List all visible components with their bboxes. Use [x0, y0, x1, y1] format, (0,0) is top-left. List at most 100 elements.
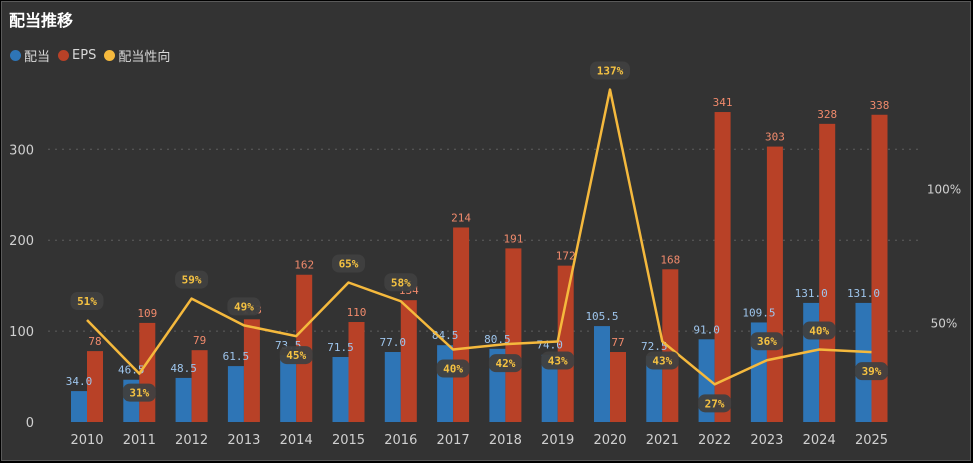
x-tick-label: 2023 — [750, 433, 783, 448]
bar-eps — [610, 352, 626, 422]
data-label-payout: 31% — [129, 387, 149, 400]
bar-eps — [871, 114, 888, 423]
bar-eps — [557, 265, 574, 422]
x-tick-label: 2025 — [855, 433, 888, 448]
bar-label-eps: 191 — [503, 232, 523, 245]
bar-dividend — [175, 377, 192, 422]
legend: 配当 EPS 配当性向 — [10, 46, 178, 65]
data-label-bg-payout — [750, 332, 784, 351]
bar-label-eps: 110 — [347, 306, 367, 319]
y2-tick-label: 100% — [927, 183, 961, 197]
bar-label-eps: 77 — [611, 336, 624, 349]
y2-tick-label: 50% — [931, 317, 958, 331]
data-label-bg-payout — [802, 321, 836, 340]
legend-item-eps[interactable]: EPS — [58, 48, 96, 63]
data-label-bg-payout — [645, 351, 679, 370]
x-tick-label: 2021 — [646, 433, 679, 448]
x-tick-label: 2018 — [489, 433, 522, 448]
series-line-payout — [86, 88, 872, 386]
bar-eps — [400, 300, 417, 422]
bar-label-dividend: 131.0 — [795, 287, 828, 300]
x-tick-label: 2020 — [593, 433, 626, 448]
y-tick-label: 100 — [9, 325, 34, 340]
data-label-payout: 43% — [652, 354, 672, 367]
x-tick-label: 2024 — [803, 433, 836, 448]
data-label-payout: 40% — [443, 363, 463, 376]
bar-label-eps: 338 — [870, 99, 890, 112]
x-tick-label: 2019 — [541, 433, 574, 448]
y-tick-label: 0 — [26, 416, 34, 431]
data-label-payout: 58% — [391, 276, 411, 289]
x-tick-label: 2011 — [123, 433, 156, 448]
data-label-payout: 45% — [286, 349, 306, 362]
bar-label-eps: 328 — [817, 108, 837, 121]
bar-label-dividend: 80.5 — [484, 333, 511, 346]
bar-dividend — [437, 345, 454, 422]
data-label-payout: 40% — [809, 325, 829, 338]
data-label-bg-payout — [122, 383, 156, 402]
legend-label-eps: EPS — [72, 48, 97, 63]
bar-dividend — [541, 354, 558, 422]
bar-dividend — [227, 366, 244, 422]
data-label-payout: 43% — [548, 354, 568, 367]
bar-label-dividend: 72.5 — [641, 340, 668, 353]
x-tick-label: 2015 — [332, 433, 365, 448]
chart-title: 配当推移 — [9, 11, 74, 30]
legend-label-payout: 配当性向 — [118, 50, 171, 65]
legend-label-dividend: 配当 — [24, 50, 51, 65]
data-label-payout: 27% — [705, 397, 725, 410]
bar-dividend — [803, 302, 820, 422]
data-label-payout: 65% — [339, 258, 359, 271]
bar-eps — [505, 248, 522, 422]
data-label-payout: 59% — [182, 274, 202, 287]
bar-dividend — [280, 355, 297, 422]
bar-eps — [348, 322, 365, 422]
bar-label-dividend: 61.5 — [223, 350, 250, 363]
bar-label-eps: 78 — [88, 335, 101, 348]
x-tick-label: 2012 — [175, 433, 208, 448]
data-label-payout: 51% — [77, 295, 97, 308]
bar-label-eps: 162 — [294, 259, 314, 272]
data-label-bg-payout — [227, 297, 261, 316]
data-label-payout: 137% — [597, 65, 624, 78]
legend-item-payout[interactable]: 配当性向 — [104, 46, 170, 65]
bar-label-eps: 79 — [193, 334, 206, 347]
legend-item-dividend[interactable]: 配当 — [10, 46, 50, 65]
x-tick-label: 2017 — [437, 433, 470, 448]
data-label-bg-payout — [541, 351, 575, 370]
bar-eps — [191, 350, 208, 422]
bar-dividend — [71, 391, 87, 422]
bar-label-dividend: 84.5 — [432, 329, 459, 342]
bar-label-dividend: 77.0 — [380, 336, 407, 349]
data-label-payout: 36% — [757, 335, 777, 348]
legend-dot-payout — [104, 50, 116, 61]
data-label-bg-payout — [279, 346, 313, 365]
x-tick-label: 2010 — [70, 433, 103, 448]
bar-label-eps: 172 — [556, 250, 576, 263]
bar-label-dividend: 105.5 — [585, 310, 618, 323]
bar-eps — [87, 351, 103, 422]
y-tick-label: 200 — [9, 234, 34, 249]
bar-eps — [243, 319, 260, 422]
bar-label-eps: 109 — [137, 307, 157, 320]
bar-label-dividend: 109.5 — [742, 306, 775, 319]
legend-dot-dividend — [10, 50, 21, 61]
bar-label-dividend: 91.0 — [693, 323, 720, 336]
x-tick-label: 2022 — [698, 433, 731, 448]
bar-label-eps: 168 — [660, 253, 680, 266]
data-label-bg-payout — [384, 273, 418, 292]
bar-dividend — [384, 352, 401, 422]
x-tick-label: 2016 — [384, 433, 417, 448]
bar-dividend — [332, 357, 349, 422]
data-label-bg-payout — [436, 359, 470, 378]
y-tick-label: 300 — [9, 143, 34, 158]
data-label-bg-payout — [698, 394, 732, 413]
bar-label-dividend: 34.0 — [66, 375, 93, 388]
bar-eps — [714, 112, 731, 422]
data-label-bg-payout — [590, 61, 630, 80]
bar-eps — [766, 146, 783, 422]
data-label-payout: 39% — [862, 365, 882, 378]
bar-eps — [819, 123, 836, 423]
bar-label-eps: 341 — [713, 96, 733, 109]
